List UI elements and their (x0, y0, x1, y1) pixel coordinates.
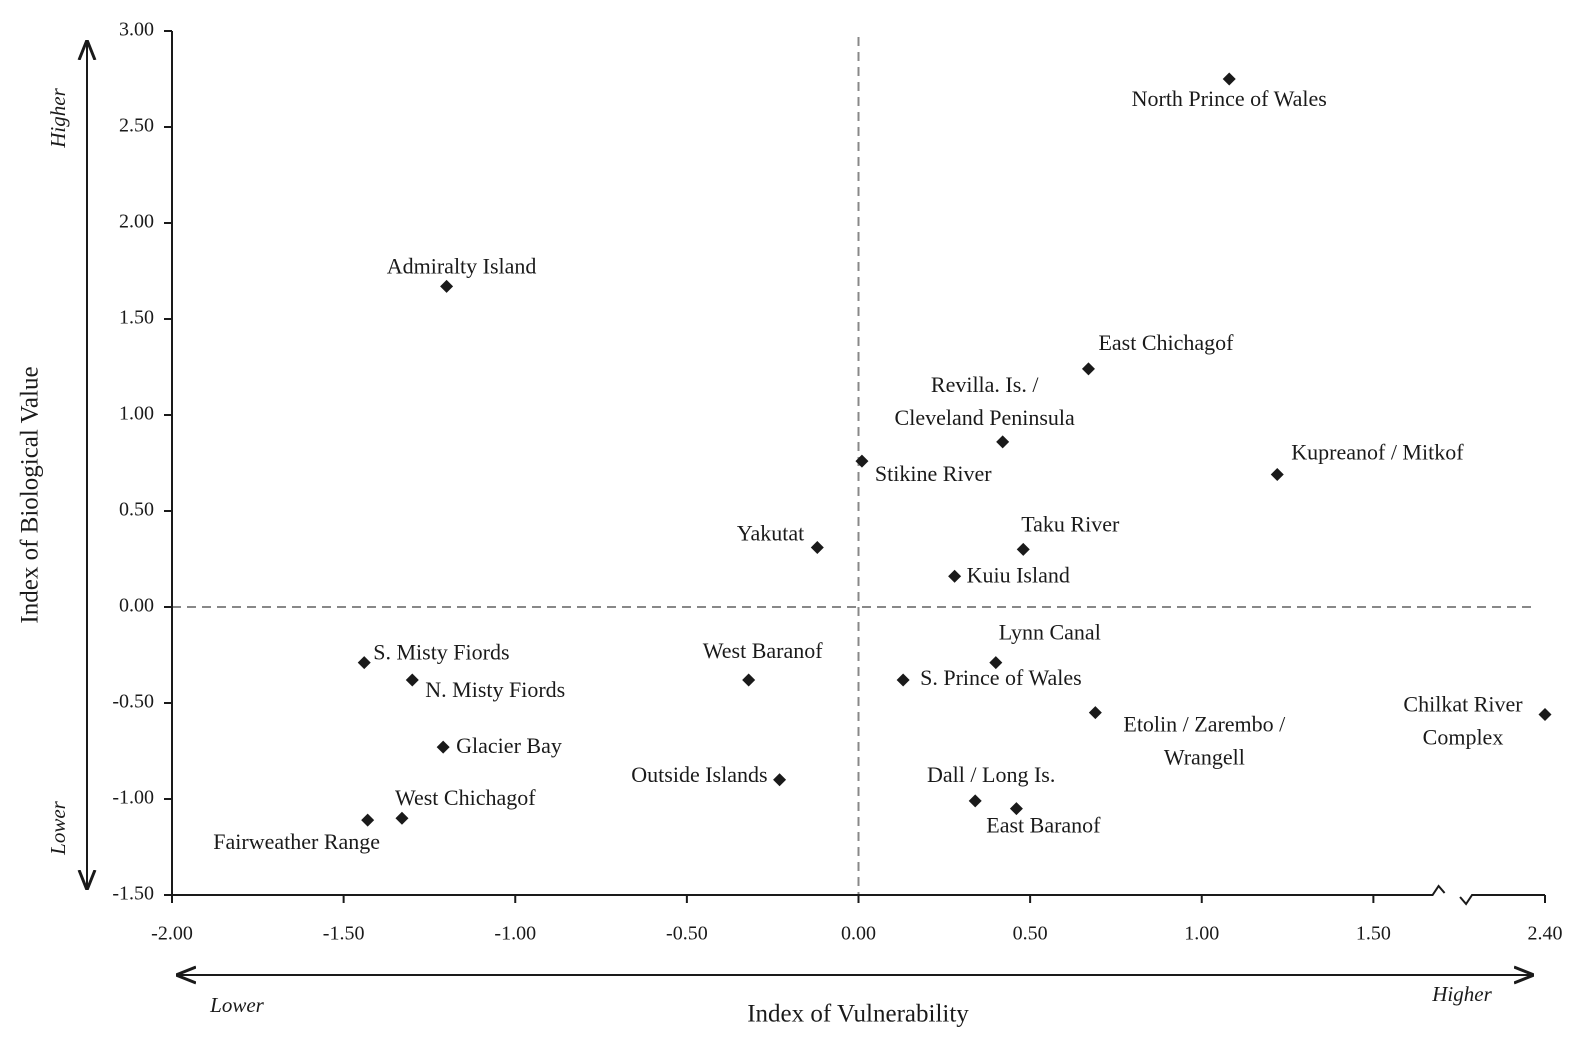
point-label: Revilla. Is. / (931, 372, 1039, 397)
x-high-note: Higher (1431, 982, 1492, 1006)
point-label: East Baranof (986, 813, 1101, 838)
point (1009, 802, 1023, 816)
point-label: West Baranof (703, 638, 823, 663)
y-tick-label: 3.00 (119, 19, 154, 41)
x-tick-label: 2.40 (1528, 923, 1563, 945)
point (1088, 706, 1102, 720)
point (773, 773, 787, 787)
point (1270, 468, 1284, 482)
point (742, 673, 756, 687)
y-tick-label: 0.50 (119, 499, 154, 521)
point (440, 279, 454, 293)
x-tick-label: -2.00 (151, 923, 193, 945)
point (436, 740, 450, 754)
point (357, 656, 371, 670)
point-label: Outside Islands (631, 762, 767, 787)
point (361, 813, 375, 827)
point (1081, 362, 1095, 376)
y-low-note: Lower (46, 800, 70, 856)
x-axis-label: Index of Vulnerability (747, 1001, 969, 1028)
point-label: Complex (1423, 725, 1504, 750)
point-label: Taku River (1021, 511, 1120, 536)
point-label: S. Misty Fiords (373, 640, 509, 665)
y-tick-label: -1.50 (112, 883, 154, 905)
x-tick-label: -1.50 (323, 923, 365, 945)
point (1016, 542, 1030, 556)
x-tick-label: 0.00 (841, 923, 876, 945)
point-label: Kuiu Island (967, 562, 1070, 587)
point (896, 673, 910, 687)
x-axis (1459, 894, 1545, 906)
point-label: Etolin / Zarembo / (1123, 712, 1286, 737)
point-label: Glacier Bay (456, 733, 562, 758)
x-tick-label: 1.50 (1356, 923, 1391, 945)
y-tick-label: 2.50 (119, 115, 154, 137)
point-label: S. Prince of Wales (920, 665, 1082, 690)
point (405, 673, 419, 687)
x-tick-label: 0.50 (1013, 923, 1048, 945)
x-tick-label: 1.00 (1184, 923, 1219, 945)
y-tick-label: -1.00 (112, 787, 154, 809)
y-tick-label: 1.50 (119, 307, 154, 329)
point (855, 454, 869, 468)
point (810, 540, 824, 554)
point-label: Chilkat River (1403, 692, 1523, 717)
point (996, 435, 1010, 449)
y-tick-label: -0.50 (112, 691, 154, 713)
point (968, 794, 982, 808)
point-label: East Chichagof (1098, 330, 1234, 355)
point-label: Cleveland Peninsula (895, 405, 1075, 430)
y-axis-label: Index of Biological Value (17, 366, 44, 623)
point-label: West Chichagof (395, 785, 536, 810)
point (395, 811, 409, 825)
point-label: Lynn Canal (999, 620, 1101, 645)
point-label: Fairweather Range (213, 829, 380, 854)
point (989, 656, 1003, 670)
point-label: Kupreanof / Mitkof (1291, 440, 1464, 465)
point-label: N. Misty Fiords (425, 677, 565, 702)
point-label: North Prince of Wales (1132, 86, 1327, 111)
x-tick-label: -1.00 (494, 923, 536, 945)
point-label: Yakutat (737, 521, 804, 546)
point-label: Wrangell (1164, 745, 1245, 770)
point-label: Admiralty Island (387, 253, 537, 278)
y-high-note: Higher (46, 87, 70, 148)
point (1222, 72, 1236, 86)
x-tick-label: -0.50 (666, 923, 708, 945)
y-tick-label: 2.00 (119, 211, 154, 233)
x-low-note: Lower (209, 993, 265, 1017)
x-axis (172, 884, 1446, 896)
y-tick-label: 1.00 (119, 403, 154, 425)
point-label: Stikine River (875, 461, 992, 486)
y-tick-label: 0.00 (119, 595, 154, 617)
point (1538, 708, 1552, 722)
point (948, 569, 962, 583)
point-label: Dall / Long Is. (927, 762, 1055, 787)
